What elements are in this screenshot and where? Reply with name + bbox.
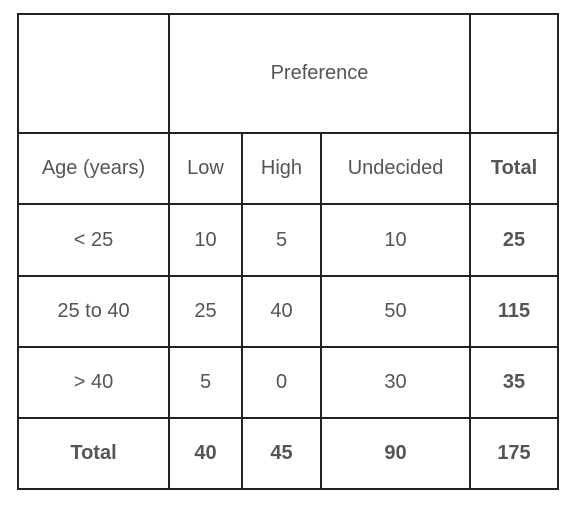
table-row: Total 40 45 90 175 — [17, 417, 559, 490]
table-cell: 115 — [469, 275, 559, 348]
table-cell: 40 — [168, 417, 243, 490]
table-cell: 0 — [241, 346, 322, 419]
row-label: < 25 — [17, 203, 170, 277]
header-cell: Low — [168, 132, 243, 205]
table-cell: 50 — [320, 275, 471, 348]
header-row: Age (years) Low High Undecided Total — [17, 132, 559, 205]
table-cell: 45 — [241, 417, 322, 490]
row-label: Total — [17, 417, 170, 490]
table-cell: 35 — [469, 346, 559, 419]
table-body: Preference Age (years) Low High Undecided To… — [17, 13, 559, 490]
table-cell: 25 — [168, 275, 243, 348]
row-label: 25 to 40 — [17, 275, 170, 348]
empty-cell — [17, 13, 170, 134]
table-cell: 10 — [168, 203, 243, 277]
table-row: 25 to 40 25 40 50 115 — [17, 275, 559, 348]
table-cell: 175 — [469, 417, 559, 490]
table-cell: 90 — [320, 417, 471, 490]
row-label: > 40 — [17, 346, 170, 419]
table-row: > 40 5 0 30 35 — [17, 346, 559, 419]
header-cell: Age (years) — [17, 132, 170, 205]
header-cell: Undecided — [320, 132, 471, 205]
table-cell: 10 — [320, 203, 471, 277]
table-cell: 25 — [469, 203, 559, 277]
group-header: Preference — [168, 13, 471, 134]
table-cell: 5 — [168, 346, 243, 419]
table-cell: 5 — [241, 203, 322, 277]
header-cell: Total — [469, 132, 559, 205]
header-cell: High — [241, 132, 322, 205]
group-header-row: Preference — [17, 13, 559, 134]
empty-cell — [469, 13, 559, 134]
table-cell: 30 — [320, 346, 471, 419]
table-row: < 25 10 5 10 25 — [17, 203, 559, 277]
data-table: Preference Age (years) Low High Undecided To… — [17, 13, 559, 490]
table-cell: 40 — [241, 275, 322, 348]
